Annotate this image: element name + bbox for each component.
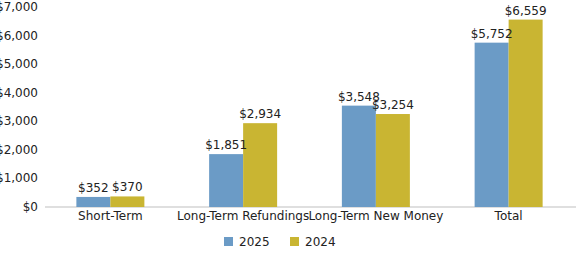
data-label: $370 (112, 180, 143, 194)
x-tick-label: Long-Term Refundings (177, 209, 309, 223)
x-tick-label: Short-Term (78, 209, 143, 223)
legend: 2025 2024 (224, 235, 336, 249)
data-label: $3,254 (372, 98, 414, 112)
y-tick (42, 149, 45, 150)
y-tick-label: $4,000 (0, 86, 38, 100)
y-tick-label: $1,000 (0, 171, 38, 185)
bar (475, 43, 509, 207)
y-tick (42, 121, 45, 122)
data-label: $6,559 (505, 4, 547, 18)
data-label: $352 (78, 181, 109, 195)
data-label: $1,851 (205, 138, 247, 152)
bar (209, 154, 243, 207)
y-tick-label: $0 (23, 200, 38, 214)
y-tick (42, 207, 45, 208)
legend-label: 2024 (305, 235, 336, 249)
bar (76, 197, 110, 207)
legend-label: 2025 (239, 235, 270, 249)
y-tick (42, 64, 45, 65)
legend-swatch (290, 237, 299, 246)
y-tick-label: $2,000 (0, 143, 38, 157)
y-tick (42, 92, 45, 93)
bar (342, 106, 376, 207)
chart: $0 $1,000 $2,000 $3,000 $4,000 $5,000 $6,000 $7… (0, 0, 576, 257)
bar (509, 20, 543, 207)
y-tick (42, 7, 45, 8)
y-tick (42, 35, 45, 36)
bar (243, 123, 277, 207)
legend-swatch (224, 237, 233, 246)
y-tick (42, 178, 45, 179)
y-tick-label: $7,000 (0, 0, 38, 14)
bar (376, 114, 410, 207)
y-tick-label: $3,000 (0, 114, 38, 128)
x-tick-label: Long-Term New Money (308, 209, 443, 223)
y-tick-label: $6,000 (0, 29, 38, 43)
data-label: $2,934 (239, 107, 281, 121)
bar (110, 196, 144, 207)
data-label: $5,752 (471, 27, 513, 41)
y-tick-label: $5,000 (0, 57, 38, 71)
x-tick-label: Total (494, 209, 523, 223)
data-labels: $352$370$1,851$2,934$3,548$3,254$5,752$6… (78, 4, 547, 195)
bars (76, 20, 542, 207)
